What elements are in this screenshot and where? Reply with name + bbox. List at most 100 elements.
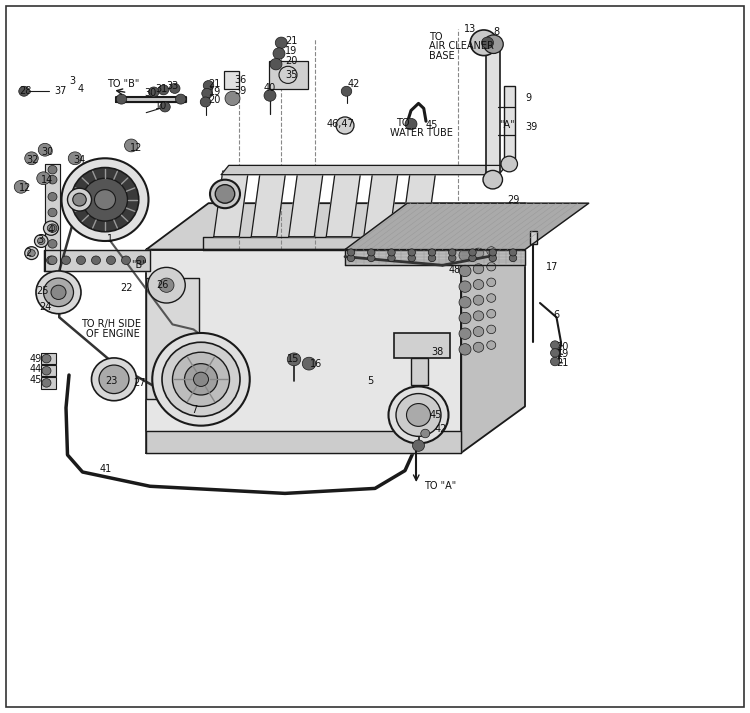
Circle shape [484,35,503,53]
Text: 2: 2 [25,248,31,258]
Circle shape [82,178,128,221]
Text: "A": "A" [499,120,514,130]
Circle shape [287,353,301,366]
Text: 3: 3 [38,235,44,245]
Circle shape [470,30,497,56]
Text: 39: 39 [525,122,537,132]
Circle shape [68,152,82,165]
Text: AIR CLEANER: AIR CLEANER [429,41,494,51]
Circle shape [336,117,354,134]
Circle shape [51,285,66,299]
Text: 19: 19 [209,87,220,97]
Circle shape [473,248,484,258]
Circle shape [487,309,496,318]
Circle shape [448,249,456,256]
Circle shape [116,94,127,104]
Circle shape [473,327,484,337]
Circle shape [99,365,129,394]
Circle shape [264,90,276,101]
Text: 12: 12 [19,183,31,193]
Circle shape [406,404,430,426]
Text: 29: 29 [507,195,519,205]
Polygon shape [401,171,436,237]
Text: 8: 8 [494,27,500,37]
Circle shape [469,255,476,262]
Circle shape [459,297,471,308]
Text: 21: 21 [556,358,568,368]
Polygon shape [146,431,461,453]
Text: 45: 45 [426,120,438,130]
Circle shape [487,341,496,349]
Bar [486,44,500,178]
Text: 27: 27 [134,378,146,388]
Circle shape [509,249,517,256]
Text: OF ENGINE: OF ENGINE [86,329,140,339]
Polygon shape [146,250,461,453]
Text: TO "B": TO "B" [107,79,140,89]
Text: 39: 39 [235,86,247,96]
Circle shape [44,221,58,235]
Text: 19: 19 [285,46,297,56]
Circle shape [469,249,476,256]
Text: 30: 30 [145,88,157,98]
Circle shape [136,256,146,265]
Text: 38: 38 [431,347,443,356]
Bar [41,377,56,389]
Bar [530,231,537,244]
Text: 5: 5 [368,376,374,386]
Circle shape [38,237,45,245]
Text: 45: 45 [430,410,442,420]
Text: 13: 13 [464,24,476,34]
Circle shape [160,102,170,112]
Circle shape [176,94,186,104]
Polygon shape [345,250,525,265]
Text: 37: 37 [55,86,68,96]
Circle shape [459,344,471,355]
Text: 26: 26 [156,280,168,290]
Text: easyaccessparts.com: easyaccessparts.com [252,365,400,379]
Circle shape [48,256,57,265]
Circle shape [48,175,57,184]
Text: 35: 35 [285,70,297,80]
Text: 45: 45 [30,375,42,385]
Circle shape [459,281,471,292]
Circle shape [473,264,484,274]
Circle shape [159,278,174,292]
Polygon shape [364,171,398,237]
Circle shape [341,86,352,96]
Circle shape [42,366,51,375]
Circle shape [487,325,496,334]
Circle shape [44,278,74,307]
Polygon shape [461,203,525,453]
Text: 6: 6 [554,310,560,320]
Circle shape [275,37,287,48]
Circle shape [158,85,169,95]
Circle shape [487,294,496,302]
Circle shape [489,255,496,262]
Circle shape [48,193,57,201]
Circle shape [509,255,517,262]
Circle shape [42,379,51,387]
Text: 41: 41 [100,464,112,474]
Text: 30: 30 [41,147,53,157]
Bar [394,333,450,358]
Polygon shape [146,203,525,250]
Bar [268,61,308,89]
Polygon shape [146,278,199,399]
Text: 28: 28 [19,86,31,96]
Bar [411,358,428,385]
Text: 20: 20 [209,95,221,105]
Polygon shape [289,171,323,237]
Text: 7: 7 [191,405,197,415]
Text: 40: 40 [264,83,276,93]
Bar [224,71,238,89]
Circle shape [459,265,471,277]
Text: 20: 20 [285,56,297,66]
Circle shape [162,342,240,416]
Circle shape [37,172,50,185]
Circle shape [550,357,560,366]
Circle shape [122,256,130,265]
Text: 33: 33 [166,81,178,91]
Text: 36: 36 [235,75,247,85]
Circle shape [42,354,51,363]
